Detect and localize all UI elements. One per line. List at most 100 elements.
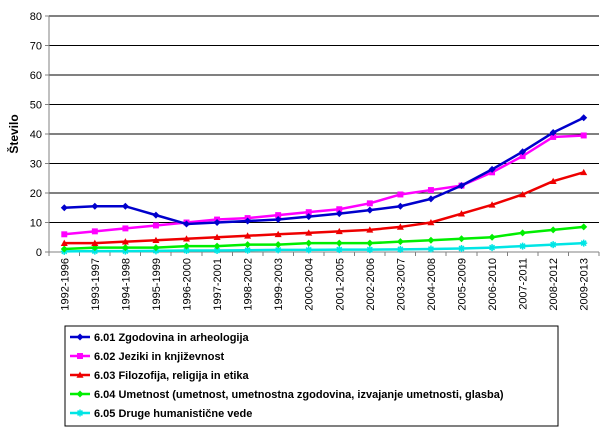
data-point — [274, 241, 282, 249]
x-tick-label: 1993-1997 — [90, 258, 102, 311]
data-point — [335, 239, 343, 247]
data-point — [183, 242, 190, 250]
data-point — [549, 177, 557, 184]
data-point — [488, 165, 496, 173]
data-point — [458, 244, 465, 252]
y-tick-label: 0 — [36, 247, 42, 259]
data-point — [580, 114, 588, 122]
x-tick-label: 1994-1998 — [120, 258, 132, 311]
legend-label: 6.05 Druge humanistične vede — [94, 408, 252, 420]
data-point — [366, 206, 374, 214]
data-point — [549, 226, 557, 234]
data-point — [91, 239, 99, 246]
x-tick-label: 2006-2010 — [487, 258, 499, 311]
data-point — [549, 129, 557, 137]
data-point — [458, 210, 465, 217]
data-point — [335, 227, 343, 235]
x-tick-label: 1999-2003 — [273, 258, 285, 311]
x-tick-label: 1992-1996 — [59, 258, 71, 311]
data-point — [488, 244, 496, 252]
series-line — [64, 134, 584, 236]
legend-box — [64, 325, 559, 427]
data-point — [427, 195, 435, 203]
data-point — [427, 236, 435, 244]
data-point — [60, 239, 68, 246]
y-axis-title: Število — [6, 114, 21, 153]
data-point — [61, 231, 68, 238]
data-point — [152, 244, 160, 252]
data-point — [91, 202, 99, 210]
data-point — [121, 238, 129, 245]
series-6-02-group — [61, 132, 587, 238]
x-tick-label: 2003-2007 — [395, 258, 407, 311]
legend-item: 6.01 Zgodovina in arheologija — [70, 332, 250, 344]
data-point — [275, 212, 282, 219]
series-line — [64, 171, 585, 245]
data-point — [244, 232, 252, 239]
data-point — [274, 230, 282, 238]
data-point — [76, 333, 84, 341]
x-tick-label: 2008-2012 — [548, 258, 560, 311]
y-tick-label: 80 — [30, 11, 42, 23]
data-point — [91, 247, 99, 255]
legend-label: 6.01 Zgodovina in arheologija — [94, 332, 250, 344]
x-tick-label: 2001-2005 — [334, 258, 346, 311]
y-tick-label: 30 — [30, 159, 42, 171]
data-point — [519, 242, 527, 250]
legend-label: 6.02 Jeziki in književnost — [94, 351, 225, 363]
legend-item: 6.02 Jeziki in književnost — [70, 351, 225, 363]
y-tick-label: 10 — [30, 218, 42, 230]
series-line — [64, 241, 584, 253]
x-tick-label: 1997-2001 — [212, 258, 224, 311]
x-tick-label: 1995-1999 — [151, 258, 163, 311]
data-point — [121, 244, 129, 252]
series-6-01-group — [60, 114, 588, 228]
x-tick-label: 2009-2013 — [579, 258, 591, 311]
series-line — [64, 116, 585, 226]
data-point — [427, 245, 435, 253]
y-tick-label: 60 — [30, 70, 42, 82]
data-point — [396, 238, 404, 246]
data-point — [580, 223, 588, 231]
data-point — [519, 148, 527, 156]
data-point — [580, 239, 588, 247]
y-tick-label: 40 — [30, 129, 42, 141]
x-tick-label: 2002-2006 — [365, 258, 377, 311]
data-point — [396, 223, 404, 230]
data-point — [366, 239, 374, 247]
x-tick-label: 1996-2000 — [182, 258, 194, 311]
data-point — [550, 133, 557, 140]
data-point — [305, 246, 313, 254]
data-point — [152, 222, 159, 229]
x-tick-label: 2007-2011 — [518, 258, 530, 310]
data-point — [60, 204, 68, 212]
y-tick-label: 20 — [30, 188, 42, 200]
series-6-03-group — [60, 168, 588, 246]
data-point — [366, 226, 374, 233]
data-point — [183, 235, 190, 242]
data-point — [519, 229, 527, 237]
series-6-04-group — [60, 223, 588, 253]
legend-label: 6.03 Filozofija, religija in etika — [94, 370, 250, 382]
data-point — [335, 210, 343, 218]
data-point — [458, 182, 465, 190]
data-point — [213, 219, 221, 226]
data-point — [244, 241, 252, 249]
data-point — [213, 247, 221, 255]
data-point — [305, 229, 313, 236]
data-point — [366, 200, 373, 207]
x-tick-label: 2000-2004 — [304, 258, 316, 311]
data-point — [274, 216, 282, 224]
data-point — [244, 217, 252, 225]
data-point — [152, 211, 160, 219]
data-point — [305, 239, 313, 247]
legend-label: 6.04 Umetnost (umetnost, umetnostna zgod… — [94, 389, 504, 401]
data-point — [396, 245, 404, 253]
data-point — [580, 132, 587, 139]
data-point — [458, 235, 465, 243]
x-tick-label: 2004-2008 — [426, 258, 438, 311]
data-point — [427, 219, 435, 226]
data-point — [580, 168, 588, 176]
data-point — [213, 242, 221, 250]
